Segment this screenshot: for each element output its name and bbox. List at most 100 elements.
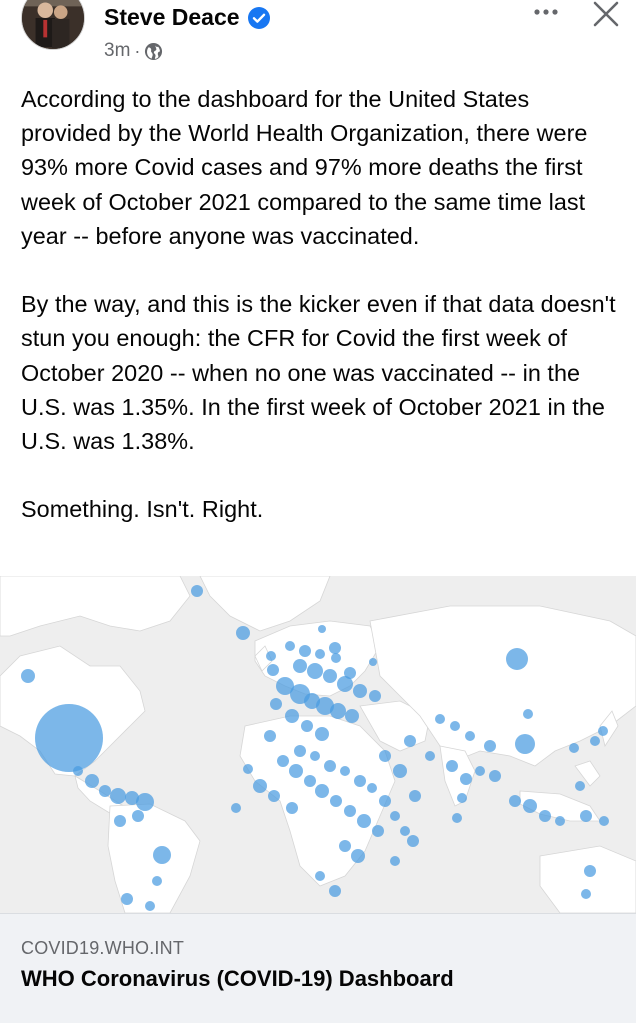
case-bubble (569, 743, 579, 753)
case-bubble (369, 658, 377, 666)
case-bubble (330, 703, 346, 719)
link-domain: COVID19.WHO.INT (21, 938, 185, 958)
case-bubble (73, 766, 83, 776)
case-bubble (339, 840, 351, 852)
case-bubble (243, 764, 253, 774)
case-bubble (152, 876, 162, 886)
case-bubble (344, 667, 356, 679)
case-bubble (580, 810, 592, 822)
case-bubble (452, 813, 462, 823)
world-map-image[interactable] (0, 576, 636, 913)
case-bubble (590, 736, 600, 746)
post-paragraph: According to the dashboard for the Unite… (21, 86, 588, 249)
case-bubble (304, 693, 320, 709)
case-bubble (121, 893, 133, 905)
link-card-footer[interactable]: COVID19.WHO.INT WHO Coronavirus (COVID-1… (0, 913, 636, 1023)
case-bubble (584, 865, 596, 877)
case-bubble (539, 810, 551, 822)
case-bubble (318, 625, 326, 633)
case-bubble (555, 816, 565, 826)
case-bubble (153, 846, 171, 864)
case-bubble (132, 810, 144, 822)
case-bubble (489, 770, 501, 782)
case-bubble (450, 721, 460, 731)
case-bubble (145, 901, 155, 911)
case-bubble (475, 766, 485, 776)
case-bubble (310, 751, 320, 761)
case-bubble (276, 677, 294, 695)
case-bubble (277, 755, 289, 767)
case-bubble (231, 803, 241, 813)
case-bubble (351, 849, 365, 863)
case-bubble (286, 802, 298, 814)
post-meta: 3m · (104, 40, 163, 62)
case-bubble (315, 649, 325, 659)
case-bubble (523, 709, 533, 719)
case-bubble (329, 642, 341, 654)
case-bubble (330, 795, 342, 807)
case-bubble (329, 885, 341, 897)
case-bubble (390, 856, 400, 866)
link-title[interactable]: WHO Coronavirus (COVID-19) Dashboard (21, 966, 454, 991)
case-bubble (379, 795, 391, 807)
case-bubble (307, 663, 323, 679)
case-bubble (345, 709, 359, 723)
case-bubble (331, 653, 341, 663)
case-bubble (400, 826, 410, 836)
link-preview-card[interactable]: COVID19.WHO.INT WHO Coronavirus (COVID-1… (0, 576, 636, 1023)
case-bubble (581, 889, 591, 899)
case-bubble (409, 790, 421, 802)
case-bubble (323, 669, 337, 683)
more-options-icon[interactable] (531, 0, 561, 28)
author-name-row: Steve Deace (104, 4, 271, 31)
case-bubble (457, 793, 467, 803)
case-bubble (379, 750, 391, 762)
globe-icon[interactable] (144, 42, 163, 61)
case-bubble (393, 764, 407, 778)
case-bubble (372, 825, 384, 837)
case-bubble (110, 788, 126, 804)
case-bubble (114, 815, 126, 827)
case-bubble (484, 740, 496, 752)
case-bubble (35, 704, 103, 772)
case-bubble (353, 684, 367, 698)
case-bubble (435, 714, 445, 724)
case-bubble (270, 698, 282, 710)
case-bubbles (21, 585, 609, 911)
post-body: According to the dashboard for the Unite… (21, 82, 621, 527)
author-name[interactable]: Steve Deace (104, 4, 240, 30)
author-avatar[interactable] (21, 0, 85, 50)
case-bubble (316, 697, 334, 715)
close-icon[interactable] (592, 0, 620, 28)
case-bubble (21, 669, 35, 683)
case-bubble (304, 775, 316, 787)
case-bubble (299, 645, 311, 657)
case-bubble (85, 774, 99, 788)
case-bubble (99, 785, 111, 797)
case-bubble (599, 816, 609, 826)
case-bubble (285, 641, 295, 651)
case-bubble (301, 720, 313, 732)
case-bubble (324, 760, 336, 772)
case-bubble (294, 745, 306, 757)
case-bubble (460, 773, 472, 785)
case-bubble (390, 811, 400, 821)
post-paragraph: Something. Isn't. Right. (21, 496, 264, 523)
case-bubble (136, 793, 154, 811)
case-bubble (465, 731, 475, 741)
post-timestamp[interactable]: 3m (104, 40, 131, 61)
case-bubble (315, 784, 329, 798)
case-bubble (266, 651, 276, 661)
case-bubble (598, 726, 608, 736)
post-paragraph: By the way, and this is the kicker even … (21, 291, 616, 455)
case-bubble (369, 690, 381, 702)
case-bubble (315, 727, 329, 741)
case-bubble (285, 709, 299, 723)
case-bubble (344, 805, 356, 817)
case-bubble (191, 585, 203, 597)
case-bubble (446, 760, 458, 772)
case-bubble (367, 783, 377, 793)
case-bubble (340, 766, 350, 776)
case-bubble (354, 775, 366, 787)
case-bubble (407, 835, 419, 847)
